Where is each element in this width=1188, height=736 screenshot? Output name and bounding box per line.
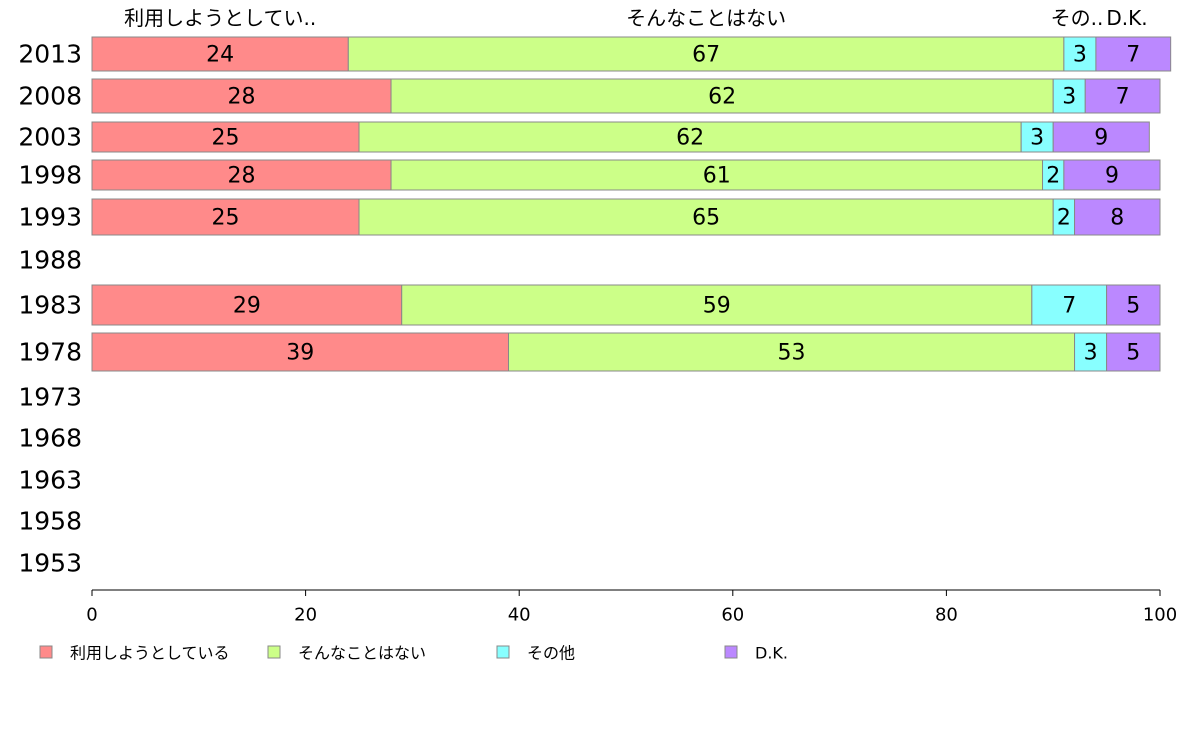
data-label: 61	[703, 164, 731, 189]
bar-segment	[1084, 78, 1161, 114]
bar-segment	[1074, 198, 1161, 236]
bar-row-1983: 29 59 7 5	[91, 284, 1161, 326]
top-series-labels: 利用しようとしてい.. そんなことはない その.. D.K.	[124, 6, 1148, 30]
x-axis: 0 20 40 60 80 100	[86, 589, 1177, 626]
year-label: 1973	[18, 383, 82, 412]
bar-row-1978: 39 53 3 5	[91, 332, 1161, 372]
legend-label: D.K.	[755, 644, 788, 663]
bar-segment	[390, 159, 1044, 191]
data-label: 62	[676, 126, 704, 151]
data-label: 7	[1126, 43, 1140, 68]
data-label: 59	[703, 294, 731, 319]
data-label: 9	[1094, 126, 1108, 151]
bar-segment	[358, 121, 1022, 153]
legend-label: その他	[527, 644, 575, 663]
bar-segment	[1106, 332, 1161, 372]
year-label: 1968	[18, 424, 82, 453]
data-label: 67	[692, 43, 720, 68]
bar-row-1998: 28 61 2 9	[91, 159, 1161, 191]
bar-segment	[1106, 284, 1161, 326]
data-label: 3	[1073, 43, 1087, 68]
year-label: 1963	[18, 466, 82, 495]
bar-segment	[91, 36, 349, 72]
series-top-label: D.K.	[1106, 6, 1147, 30]
legend-item: 利用しようとしている	[39, 644, 230, 663]
bar-segment	[91, 78, 392, 114]
bar-segment	[1063, 36, 1097, 72]
data-label: 28	[228, 85, 256, 110]
bar-row-2008: 28 62 3 7	[91, 78, 1161, 114]
series-top-label: 利用しようとしてい..	[124, 6, 316, 30]
legend-label: 利用しようとしている	[70, 644, 230, 663]
data-label: 25	[212, 206, 240, 231]
data-label: 39	[286, 341, 314, 366]
year-label: 1978	[18, 338, 82, 367]
data-label: 3	[1084, 341, 1098, 366]
bar-segment	[358, 198, 1054, 236]
data-label: 25	[212, 126, 240, 151]
legend-swatch	[496, 645, 510, 659]
x-tick-label: 60	[721, 605, 744, 626]
year-label: 1953	[18, 549, 82, 578]
x-tick-label: 40	[508, 605, 531, 626]
data-label: 5	[1126, 341, 1140, 366]
year-label: 1998	[18, 161, 82, 190]
data-label: 3	[1030, 126, 1044, 151]
data-label: 62	[708, 85, 736, 110]
year-label: 2003	[18, 123, 82, 152]
legend-label: そんなことはない	[298, 644, 426, 663]
bar-row-2013: 24 67 3 7	[91, 36, 1172, 72]
series-top-label: その..	[1051, 6, 1104, 30]
bar-segment	[1052, 78, 1086, 114]
year-labels: 2013 2008 2003 1998 1993 1988 1983 1978 1973 1968…	[18, 40, 82, 578]
year-label: 2008	[18, 82, 82, 111]
data-label: 3	[1062, 85, 1076, 110]
data-label: 53	[778, 341, 806, 366]
x-tick-label: 0	[86, 605, 97, 626]
legend-item: そんなことはない	[267, 644, 426, 663]
year-label: 1958	[18, 507, 82, 536]
bar-row-2003: 25 62 3 9	[91, 121, 1150, 153]
data-label: 7	[1116, 85, 1130, 110]
bar-segment	[347, 36, 1065, 72]
data-label: 2	[1057, 206, 1071, 231]
bar-segment	[91, 198, 360, 236]
data-label: 29	[233, 294, 261, 319]
legend-item: その他	[496, 644, 575, 663]
x-tick-label: 100	[1143, 605, 1177, 626]
data-label: 65	[692, 206, 720, 231]
bars: 24 67 3 728 62 3 725 62 3 928 61 2 925 65 2 829 59 7 539 53…	[91, 36, 1172, 372]
bar-segment	[91, 332, 510, 372]
legend-item: D.K.	[724, 644, 788, 663]
year-label: 1988	[18, 246, 82, 275]
bar-segment	[1095, 36, 1172, 72]
legend: 利用しようとしている そんなことはない その他 D.K.	[39, 644, 788, 663]
bar-segment	[91, 121, 360, 153]
data-label: 24	[206, 43, 234, 68]
bar-segment	[1052, 121, 1150, 153]
data-label: 28	[228, 164, 256, 189]
bar-row-1993: 25 65 2 8	[91, 198, 1161, 236]
year-label: 1993	[18, 203, 82, 232]
data-label: 7	[1062, 294, 1076, 319]
bar-segment	[1031, 284, 1108, 326]
data-label: 5	[1126, 294, 1140, 319]
data-label: 2	[1046, 164, 1060, 189]
bar-segment	[91, 159, 392, 191]
legend-swatch	[39, 645, 53, 659]
x-tick-label: 20	[294, 605, 317, 626]
data-label: 9	[1105, 164, 1119, 189]
x-tick-label: 80	[935, 605, 958, 626]
bar-segment	[390, 78, 1054, 114]
year-label: 2013	[18, 40, 82, 69]
bar-segment	[508, 332, 1076, 372]
legend-swatch	[724, 645, 738, 659]
data-label: 8	[1110, 206, 1124, 231]
year-label: 1983	[18, 291, 82, 320]
series-top-label: そんなことはない	[626, 6, 786, 30]
legend-swatch	[267, 645, 281, 659]
bar-segment	[1063, 159, 1161, 191]
